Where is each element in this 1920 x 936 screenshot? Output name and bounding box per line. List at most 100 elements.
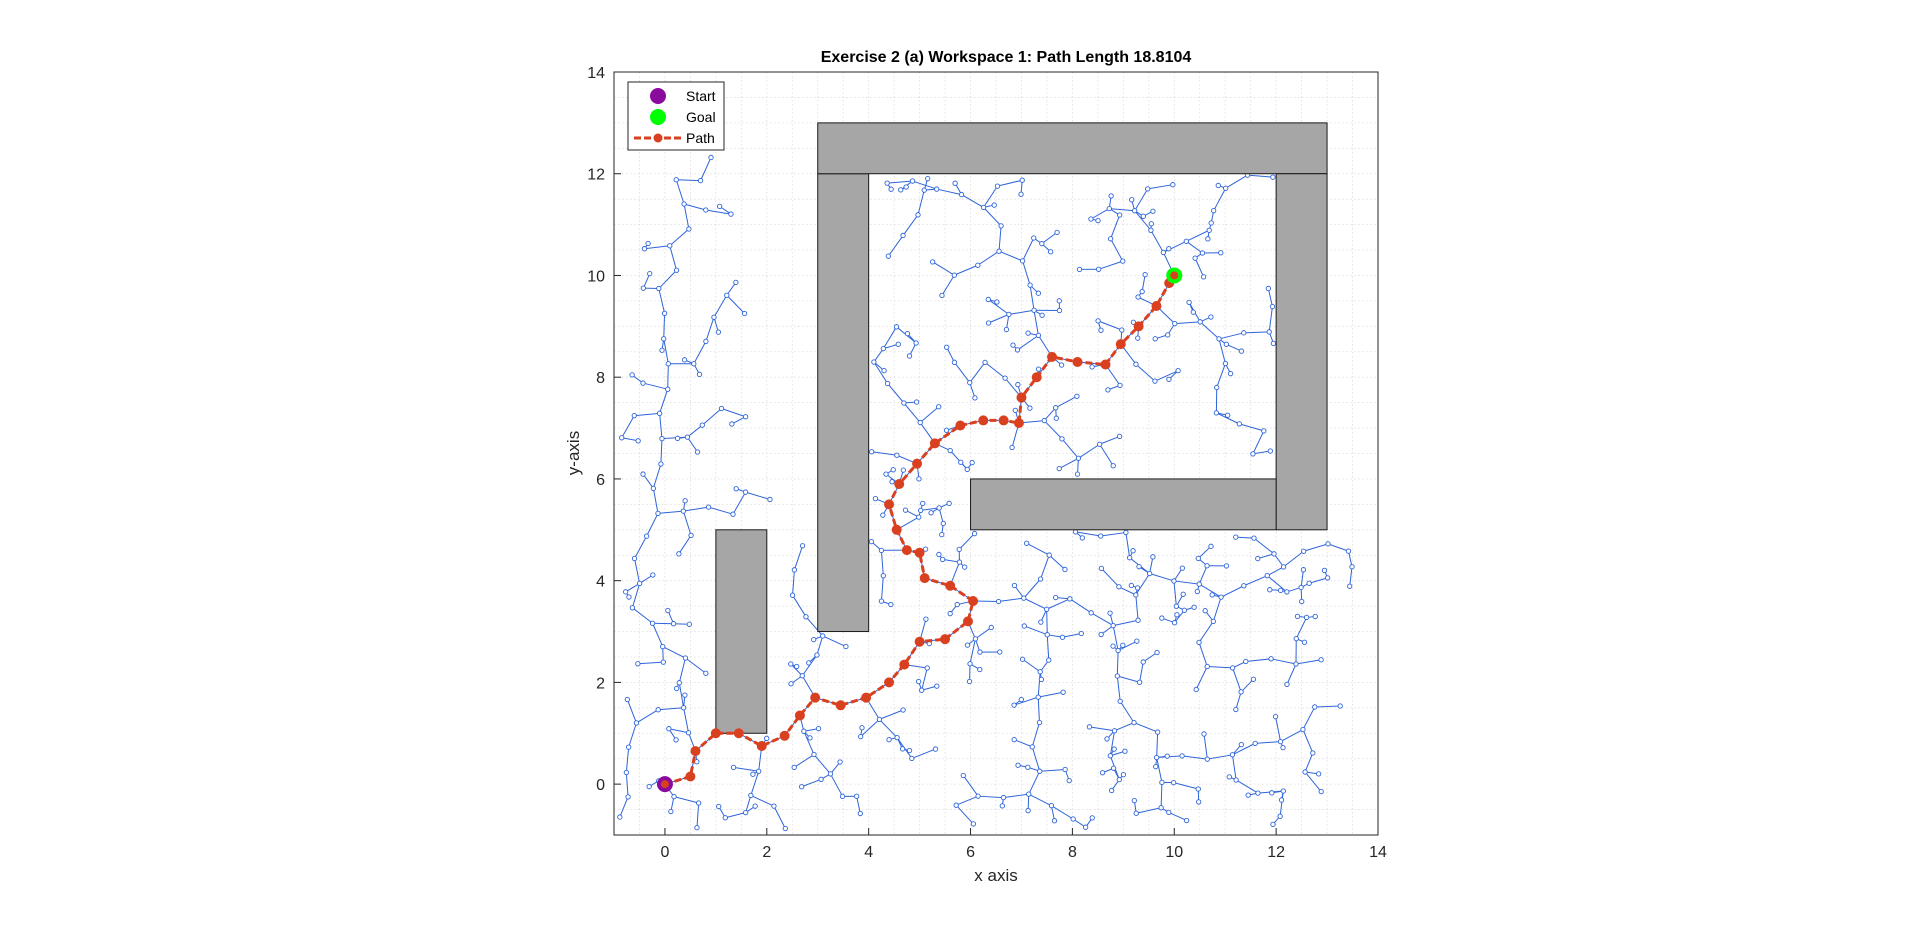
tree-node bbox=[1053, 405, 1059, 411]
path-point bbox=[945, 580, 956, 591]
tree-node bbox=[858, 733, 864, 740]
tree-node bbox=[811, 636, 817, 643]
tree-node bbox=[898, 187, 904, 193]
tree-node bbox=[643, 533, 650, 539]
tree-node bbox=[1170, 780, 1177, 786]
tree-node bbox=[1070, 816, 1076, 822]
tree-node bbox=[1036, 719, 1043, 726]
tree-edge bbox=[1046, 634, 1050, 661]
tree-node bbox=[1095, 218, 1101, 224]
tree-node bbox=[1048, 803, 1055, 809]
tree-node bbox=[1054, 229, 1060, 236]
tree-edge bbox=[946, 346, 955, 363]
tree-node bbox=[904, 330, 911, 337]
path-point bbox=[794, 710, 805, 721]
tree-node bbox=[729, 421, 735, 427]
tree-edge bbox=[632, 607, 653, 624]
tree-edge bbox=[1240, 678, 1254, 693]
tree-node bbox=[982, 359, 988, 365]
path-point bbox=[733, 728, 744, 739]
tree-edge bbox=[1314, 705, 1341, 708]
tree-edge bbox=[1022, 237, 1035, 262]
tree-node bbox=[872, 496, 879, 502]
tree-node bbox=[1018, 191, 1024, 197]
tree-edge bbox=[663, 313, 666, 339]
tree-node bbox=[724, 292, 730, 298]
tree-node bbox=[853, 793, 860, 799]
tree-node bbox=[1174, 612, 1180, 618]
tree-node bbox=[1195, 555, 1201, 561]
tree-node bbox=[743, 810, 749, 816]
tree-node bbox=[764, 735, 770, 741]
tree-edge bbox=[958, 533, 975, 550]
tree-node bbox=[661, 336, 667, 342]
tree-node bbox=[996, 248, 1002, 254]
tree-node bbox=[673, 267, 680, 273]
tree-edge bbox=[1168, 811, 1187, 821]
tree-node bbox=[694, 759, 700, 765]
tree-node bbox=[917, 419, 923, 426]
tree-edge bbox=[659, 389, 669, 414]
tree-node bbox=[665, 361, 671, 367]
tree-node bbox=[991, 202, 997, 208]
tree-node bbox=[1204, 756, 1210, 762]
tree-edge bbox=[721, 408, 746, 418]
tree-node bbox=[1229, 752, 1236, 758]
tree-node bbox=[1021, 623, 1027, 629]
tree-edge bbox=[1051, 805, 1074, 820]
y-tick-label: 8 bbox=[596, 370, 605, 387]
tree-node bbox=[958, 191, 965, 198]
tree-edge bbox=[1295, 659, 1322, 665]
x-tick-label: 6 bbox=[966, 844, 975, 861]
tree-edge bbox=[1017, 334, 1039, 351]
tree-edge bbox=[975, 627, 992, 640]
tree-node bbox=[629, 605, 636, 611]
tree-node bbox=[1018, 696, 1024, 703]
x-tick-label: 12 bbox=[1267, 844, 1285, 861]
x-tick-label: 8 bbox=[1068, 844, 1077, 861]
tree-edge bbox=[793, 754, 815, 768]
x-tick-label: 14 bbox=[1369, 844, 1387, 861]
tree-edge bbox=[1304, 752, 1314, 773]
tree-node bbox=[1056, 298, 1062, 304]
tree-node bbox=[1270, 340, 1277, 346]
tree-node bbox=[649, 620, 656, 626]
tree-edge bbox=[1027, 794, 1030, 811]
tree-edge bbox=[1109, 730, 1116, 756]
tree-node bbox=[1059, 436, 1065, 442]
tree-edge bbox=[969, 362, 986, 383]
tree-node bbox=[1303, 614, 1310, 621]
tree-edge bbox=[998, 225, 1002, 252]
tree-node bbox=[1236, 421, 1243, 427]
tree-node bbox=[951, 272, 957, 278]
tree-edge bbox=[1280, 729, 1304, 743]
tree-edge bbox=[962, 775, 979, 797]
tree-edge bbox=[1062, 633, 1082, 638]
tree-edge bbox=[634, 412, 660, 417]
tree-node bbox=[878, 598, 885, 604]
obstacle-rect bbox=[715, 529, 768, 734]
tree-node bbox=[1204, 563, 1210, 569]
tree-node bbox=[1010, 342, 1016, 348]
tree-node bbox=[1245, 792, 1251, 798]
tree-node bbox=[956, 546, 962, 553]
tree-edge bbox=[1197, 545, 1212, 559]
tree-node bbox=[1136, 679, 1143, 685]
legend-label: Goal bbox=[686, 109, 716, 125]
tree-node bbox=[859, 725, 865, 731]
tree-edge bbox=[1147, 184, 1173, 190]
tree-edge bbox=[683, 203, 706, 211]
tree-edge bbox=[941, 274, 955, 296]
tree-edge bbox=[887, 180, 913, 184]
tree-node bbox=[936, 404, 942, 410]
tree-edge bbox=[1302, 706, 1316, 730]
tree-node bbox=[1106, 205, 1112, 212]
legend-marker bbox=[650, 88, 666, 104]
tree-edge bbox=[1099, 443, 1114, 467]
tree-node bbox=[922, 546, 929, 552]
tree-node bbox=[1250, 451, 1256, 457]
tree-node bbox=[1019, 177, 1025, 183]
tree-node bbox=[1019, 656, 1026, 662]
tree-edge bbox=[626, 699, 637, 724]
plot-area bbox=[613, 71, 1379, 836]
